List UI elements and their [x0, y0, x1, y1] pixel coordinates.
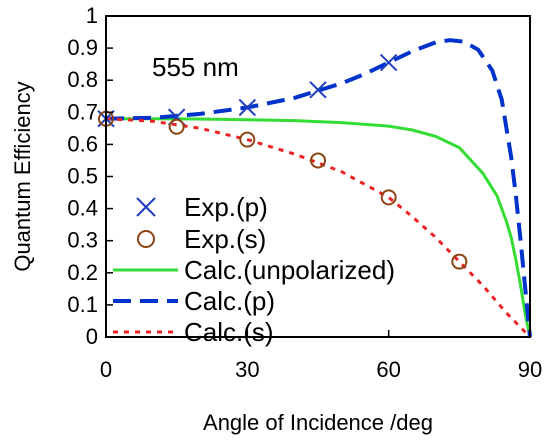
data-point-circle-marker — [451, 253, 468, 270]
marker-stroke — [309, 81, 327, 99]
legend-label: Exp.(p) — [184, 192, 268, 222]
series-line-2 — [106, 117, 532, 338]
y-tick-label: 0.2 — [67, 260, 98, 285]
y-tick-label: 0.1 — [67, 292, 98, 317]
y-tick-label: 0.6 — [67, 131, 98, 156]
wavelength-annotation: 555 nm — [152, 52, 239, 82]
marker-stroke — [136, 197, 156, 217]
y-tick-label: 0.9 — [67, 35, 98, 60]
data-point-circle-marker — [168, 118, 185, 135]
y-tick-label: 0.8 — [67, 67, 98, 92]
ticks-layer: 0 0.1 0.2 0.3 0.4 0.5 0.6 0.7 0.8 0.9 1 0 30 60 90 — [67, 3, 542, 382]
legend-swatch — [137, 230, 155, 248]
legend-label: Calc.(unpolarized) — [184, 255, 395, 285]
series-line-4 — [105, 117, 532, 339]
x-tick-label: 0 — [100, 357, 112, 382]
data-point-circle-marker — [310, 152, 326, 169]
series-line-3 — [105, 38, 532, 338]
legend: Exp.(p)Exp.(s)Calc.(unpolarized)Calc.(p)… — [113, 192, 395, 347]
x-tick-label: 30 — [235, 357, 259, 382]
y-tick-label: 0.4 — [67, 196, 98, 221]
legend-label: Calc.(s) — [184, 317, 274, 347]
legend-label: Calc.(p) — [184, 286, 275, 316]
y-axis-title: Quantum Efficiency — [10, 81, 35, 271]
data-point-x-marker — [379, 53, 398, 72]
y-tick-label: 0.5 — [67, 164, 98, 189]
y-tick-label: 0.7 — [67, 99, 98, 124]
legend-swatch — [136, 197, 156, 217]
marker-stroke — [379, 53, 398, 72]
x-tick-label: 90 — [518, 357, 542, 382]
data-point-circle-marker — [239, 131, 256, 148]
y-tick-label: 0.3 — [67, 228, 98, 253]
y-tick-label: 1 — [86, 3, 98, 28]
y-tick-label: 0 — [86, 324, 98, 349]
data-point-x-marker — [309, 81, 327, 99]
data-point-x-marker — [238, 98, 257, 117]
marker-stroke — [238, 98, 257, 117]
x-tick-label: 60 — [376, 357, 400, 382]
plot-layer — [97, 38, 532, 339]
x-axis-title: Angle of Incidence /deg — [203, 410, 433, 435]
data-point-circle-marker — [380, 189, 397, 206]
legend-label: Exp.(s) — [184, 224, 266, 254]
